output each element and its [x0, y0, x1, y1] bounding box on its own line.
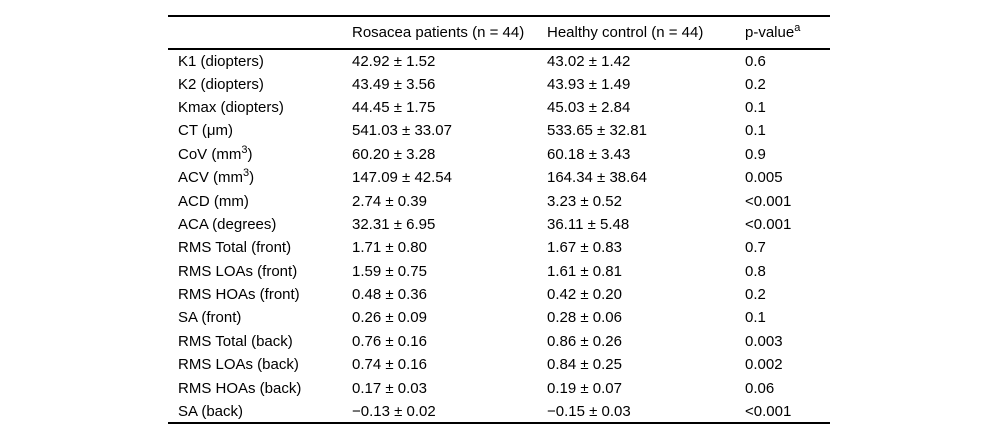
control-value-cell: 45.03 ± 2.84 [547, 98, 631, 116]
control-value-cell: 1.67 ± 0.83 [547, 239, 622, 257]
rosacea-value-cell: −0.13 ± 0.02 [352, 402, 436, 420]
rosacea-value-cell: 0.74 ± 0.16 [352, 356, 427, 374]
control-value-cell: 1.61 ± 0.81 [547, 262, 622, 280]
p-value-cell: 0.7 [745, 239, 766, 257]
comparison-table-container: Rosacea patients (n = 44) Healthy control… [168, 15, 830, 425]
row-label-cell: CT (μm) [178, 122, 234, 140]
control-value-cell: 0.86 ± 0.26 [547, 332, 622, 350]
column-header-rosacea: Rosacea patients (n = 44) [352, 16, 547, 50]
table-row: RMS LOAs (front) 1.59 ± 0.75 1.61 ± 0.81 0.… [168, 260, 830, 283]
table-row: CT (μm) 541.03 ± 33.07 533.65 ± 32.81 0.1 [168, 119, 830, 142]
row-label-cell: RMS Total (front) [178, 239, 292, 257]
rosacea-value-cell: 0.17 ± 0.03 [352, 379, 427, 397]
control-value-cell: 36.11 ± 5.48 [547, 215, 630, 233]
row-label-cell: ACD (mm) [178, 192, 249, 210]
control-value-cell: 3.23 ± 0.52 [547, 192, 622, 210]
table-row: Kmax (diopters) 44.45 ± 1.75 45.03 ± 2.84 0… [168, 96, 830, 119]
p-value-cell: 0.8 [745, 262, 766, 280]
header-row: Rosacea patients (n = 44) Healthy control… [168, 16, 830, 50]
p-value-cell: <0.001 [745, 215, 792, 233]
p-value-cell: 0.2 [745, 75, 766, 93]
column-header-pvalue: p-valuea [745, 16, 830, 50]
control-value-cell: 43.02 ± 1.42 [547, 52, 631, 70]
table-row: RMS HOAs (back) 0.17 ± 0.03 0.19 ± 0.07 0.0… [168, 376, 830, 399]
rosacea-value-cell: 1.59 ± 0.75 [352, 262, 427, 280]
rosacea-value-cell: 1.71 ± 0.80 [352, 239, 427, 257]
p-value-cell: 0.1 [745, 122, 766, 140]
row-label-cell: K2 (diopters) [178, 75, 264, 93]
table-row: ACA (degrees) 32.31 ± 6.95 36.11 ± 5.48 <0.… [168, 213, 830, 236]
p-value-cell: 0.1 [745, 309, 766, 327]
rosacea-value-cell: 0.76 ± 0.16 [352, 332, 427, 350]
comparison-table: Rosacea patients (n = 44) Healthy control… [168, 15, 830, 425]
table-row: ACD (mm) 2.74 ± 0.39 3.23 ± 0.52 <0.001 [168, 189, 830, 212]
p-value-cell: 0.005 [745, 169, 783, 187]
row-label-cell: SA (back) [178, 402, 244, 420]
table-row: SA (front) 0.26 ± 0.09 0.28 ± 0.06 0.1 [168, 306, 830, 329]
p-value-cell: <0.001 [745, 402, 792, 420]
rosacea-value-cell: 43.49 ± 3.56 [352, 75, 436, 93]
table-body: K1 (diopters) 42.92 ± 1.52 43.02 ± 1.42 0.6… [168, 49, 830, 423]
table-row: RMS HOAs (front) 0.48 ± 0.36 0.42 ± 0.20 0.… [168, 283, 830, 306]
table-row: K2 (diopters) 43.49 ± 3.56 43.93 ± 1.49 0.2 [168, 72, 830, 95]
row-label-cell: RMS HOAs (front) [178, 286, 300, 304]
row-label-cell: RMS LOAs (back) [178, 356, 299, 374]
row-label-cell: ACV (mm3) [178, 167, 255, 187]
p-value-cell: 0.002 [745, 356, 783, 374]
table-row: SA (back) −0.13 ± 0.02 −0.15 ± 0.03 <0.001 [168, 400, 830, 423]
row-label-cell: RMS LOAs (front) [178, 262, 298, 280]
p-value-cell: 0.2 [745, 286, 766, 304]
table-row: CoV (mm3) 60.20 ± 3.28 60.18 ± 3.43 0.9 [168, 143, 830, 166]
row-label-cell: SA (front) [178, 309, 242, 327]
control-value-cell: 0.28 ± 0.06 [547, 309, 622, 327]
rosacea-value-cell: 2.74 ± 0.39 [352, 192, 427, 210]
rosacea-value-cell: 44.45 ± 1.75 [352, 98, 436, 116]
control-value-cell: 533.65 ± 32.81 [547, 122, 647, 140]
control-value-cell: 0.84 ± 0.25 [547, 356, 622, 374]
p-value-cell: 0.1 [745, 98, 766, 116]
table-row: RMS Total (back) 0.76 ± 0.16 0.86 ± 0.26 0.… [168, 330, 830, 353]
rosacea-value-cell: 32.31 ± 6.95 [352, 215, 436, 233]
row-label-cell: RMS Total (back) [178, 332, 293, 350]
p-value-cell: <0.001 [745, 192, 792, 210]
p-value-cell: 0.06 [745, 379, 775, 397]
control-value-cell: 43.93 ± 1.49 [547, 75, 631, 93]
p-value-cell: 0.003 [745, 332, 783, 350]
rosacea-value-cell: 0.48 ± 0.36 [352, 286, 427, 304]
table-row: K1 (diopters) 42.92 ± 1.52 43.02 ± 1.42 0.6 [168, 49, 830, 72]
row-label-cell: ACA (degrees) [178, 215, 277, 233]
rosacea-value-cell: 42.92 ± 1.52 [352, 52, 436, 70]
row-label-cell: K1 (diopters) [178, 52, 264, 70]
control-value-cell: 164.34 ± 38.64 [547, 169, 647, 187]
p-value-cell: 0.6 [745, 52, 766, 70]
control-value-cell: 0.42 ± 0.20 [547, 286, 622, 304]
rosacea-value-cell: 147.09 ± 42.54 [352, 169, 452, 187]
table-header: Rosacea patients (n = 44) Healthy control… [168, 16, 830, 50]
control-value-cell: 60.18 ± 3.43 [547, 145, 631, 163]
control-value-cell: 0.19 ± 0.07 [547, 379, 622, 397]
rosacea-value-cell: 541.03 ± 33.07 [352, 122, 452, 140]
table-row: RMS Total (front) 1.71 ± 0.80 1.67 ± 0.83 0… [168, 236, 830, 259]
row-label-cell: Kmax (diopters) [178, 98, 284, 116]
table-row: RMS LOAs (back) 0.74 ± 0.16 0.84 ± 0.25 0.0… [168, 353, 830, 376]
table-row: ACV (mm3) 147.09 ± 42.54 164.34 ± 38.64 0.0… [168, 166, 830, 189]
rosacea-value-cell: 60.20 ± 3.28 [352, 145, 436, 163]
corner-cell [168, 16, 352, 50]
row-label-cell: RMS HOAs (back) [178, 379, 302, 397]
rosacea-value-cell: 0.26 ± 0.09 [352, 309, 427, 327]
row-label-cell: CoV (mm3) [178, 143, 253, 163]
control-value-cell: −0.15 ± 0.03 [547, 402, 631, 420]
column-header-control: Healthy control (n = 44) [547, 16, 745, 50]
p-value-cell: 0.9 [745, 145, 766, 163]
